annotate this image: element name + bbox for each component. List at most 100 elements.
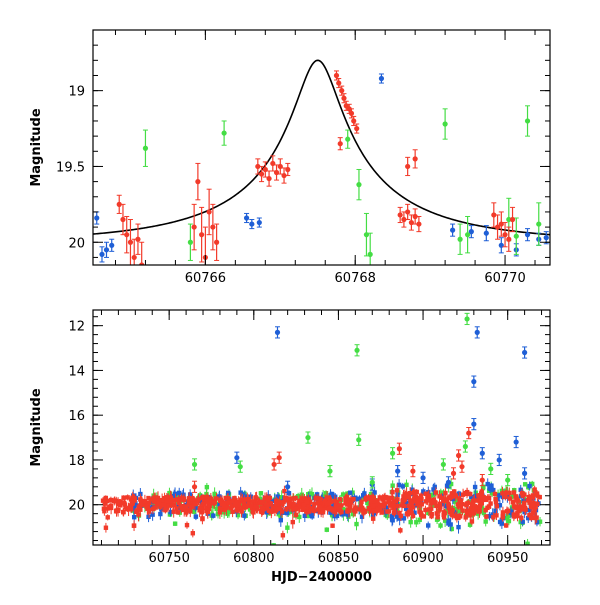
data-point xyxy=(488,486,493,491)
data-point xyxy=(486,504,492,509)
data-point xyxy=(271,543,276,545)
data-point xyxy=(469,502,475,507)
data-point xyxy=(326,501,331,506)
data-point xyxy=(223,495,228,501)
data-point xyxy=(400,484,405,489)
data-point xyxy=(112,498,117,503)
data-point xyxy=(146,514,151,520)
data-point xyxy=(199,510,205,515)
data-point xyxy=(419,502,424,507)
data-point xyxy=(519,515,524,521)
data-point xyxy=(188,509,193,514)
data-point xyxy=(417,509,422,514)
panel-2: 60750 60800 60850 60900 60950 12 14 16 18 20 Magni… xyxy=(29,309,551,585)
data-point xyxy=(177,490,182,496)
data-point xyxy=(392,499,398,504)
data-point xyxy=(470,498,476,504)
data-point xyxy=(449,526,454,532)
data-point xyxy=(455,502,461,507)
data-point xyxy=(524,118,531,124)
data-point xyxy=(264,502,269,507)
data-point xyxy=(324,495,330,500)
data-point xyxy=(460,508,465,513)
data-point xyxy=(260,509,265,514)
data-point xyxy=(216,494,222,500)
data-point xyxy=(333,72,340,79)
data-point xyxy=(430,500,436,505)
data-point xyxy=(519,507,524,512)
data-point xyxy=(125,495,130,500)
data-point xyxy=(442,121,448,127)
data-point xyxy=(212,492,218,498)
data-point xyxy=(214,506,219,512)
data-point xyxy=(365,500,370,505)
data-point xyxy=(278,506,283,511)
data-point xyxy=(288,497,293,502)
data-point xyxy=(117,499,122,505)
data-point xyxy=(99,251,105,257)
data-point xyxy=(210,504,216,509)
data-point xyxy=(525,541,530,545)
data-point xyxy=(423,499,429,504)
data-point xyxy=(477,509,482,514)
data-point xyxy=(328,510,333,515)
data-point xyxy=(205,509,210,515)
data-point xyxy=(370,495,375,500)
data-point xyxy=(407,509,412,514)
data-point xyxy=(458,504,464,509)
data-point xyxy=(219,501,225,507)
plot-area xyxy=(93,59,550,265)
plot-frame xyxy=(92,309,551,546)
data-point xyxy=(464,316,470,322)
data-point xyxy=(146,495,151,501)
data-point xyxy=(197,494,202,499)
data-point xyxy=(441,515,447,520)
data-point xyxy=(233,503,239,508)
data-point xyxy=(474,329,480,335)
data-point xyxy=(250,506,256,512)
data-point xyxy=(168,509,173,515)
data-point xyxy=(285,166,291,173)
data-point xyxy=(150,512,155,517)
data-point xyxy=(378,75,385,82)
data-point xyxy=(108,497,114,503)
data-point xyxy=(275,501,280,507)
data-point xyxy=(371,508,377,513)
data-point xyxy=(341,95,347,101)
data-point xyxy=(409,501,414,507)
data-point xyxy=(346,508,352,513)
data-point xyxy=(131,254,137,261)
data-point xyxy=(276,511,281,517)
data-point xyxy=(201,501,206,507)
data-point xyxy=(438,490,443,495)
data-point xyxy=(339,509,344,515)
data-point xyxy=(170,502,176,508)
data-point xyxy=(526,515,531,521)
data-point xyxy=(305,502,311,507)
data-point xyxy=(278,500,283,505)
data-point xyxy=(450,470,457,476)
data-point xyxy=(466,508,471,514)
data-point xyxy=(191,461,198,468)
data-point xyxy=(134,508,140,513)
data-point xyxy=(450,227,456,233)
data-point xyxy=(258,491,264,496)
data-point xyxy=(505,508,511,514)
data-point xyxy=(225,496,231,501)
data-point xyxy=(469,519,475,524)
data-point xyxy=(166,503,172,508)
data-point xyxy=(195,179,201,185)
data-point xyxy=(356,182,362,188)
data-point xyxy=(457,514,463,519)
data-point xyxy=(488,466,494,472)
data-point xyxy=(207,503,212,509)
data-point xyxy=(438,505,443,510)
data-point xyxy=(449,495,454,500)
data-point xyxy=(480,506,485,511)
data-point xyxy=(433,500,438,505)
data-point xyxy=(448,522,453,527)
data-point xyxy=(400,498,406,503)
data-point xyxy=(456,452,462,459)
data-point xyxy=(379,503,385,509)
data-point xyxy=(167,490,172,496)
